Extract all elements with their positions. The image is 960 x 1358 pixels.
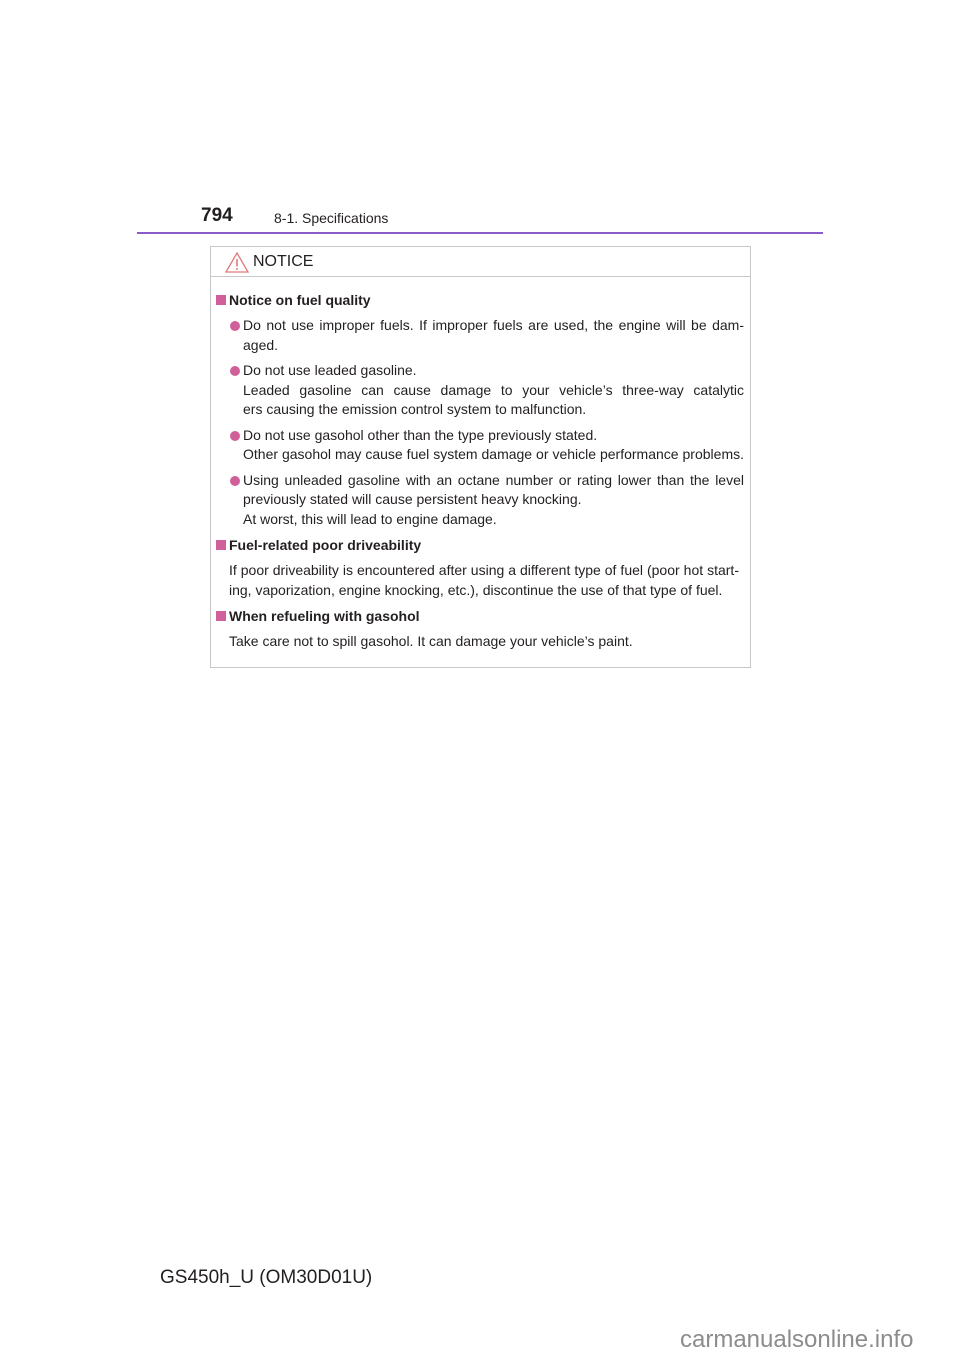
text-line: aged. [243, 336, 279, 353]
text-line: If poor driveability is encountered afte… [229, 562, 739, 578]
section-title: 8-1. Specifications [274, 210, 389, 226]
paragraph: If poor driveability is encountered afte… [211, 561, 750, 600]
text-line: At worst, this will lead to engine damag… [243, 510, 497, 527]
warning-triangle-icon [225, 252, 249, 273]
text-line: Do not use leaded gasoline. [243, 362, 417, 378]
subheading: Notice on fuel quality [211, 290, 750, 310]
text-line: ing, vaporization, engine knocking, etc.… [229, 581, 723, 598]
text-line: Do not use gasohol other than the type p… [243, 426, 598, 443]
subheading: Fuel-related poor driveability [211, 535, 750, 555]
text-line: Using unleaded gasoline with an octane n… [243, 471, 744, 488]
circle-bullet-icon [230, 475, 240, 486]
circle-bullet-icon [230, 430, 240, 441]
bullet-item: Using unleaded gasoline with an octane n… [211, 471, 750, 530]
bullet-item: Do not use leaded gasoline. Leaded gasoli… [211, 361, 750, 420]
text-line: Do not use improper fuels. If improper f… [243, 317, 744, 333]
text-line: ers causing the emission control system … [243, 401, 587, 417]
text-line: Leaded gasoline can cause damage to your… [243, 381, 744, 398]
subheading-text: Notice on fuel quality [229, 292, 371, 308]
text-line: Take care not to spill gasohol. It can d… [229, 633, 633, 649]
bullet-item: Do not use improper fuels. If improper f… [211, 316, 750, 355]
notice-header: NOTICE [211, 247, 750, 277]
footer-model-code: GS450h_U (OM30D01U) [160, 1267, 373, 1288]
paragraph: Take care not to spill gasohol. It can d… [211, 632, 750, 652]
header-divider [137, 232, 823, 234]
circle-bullet-icon [230, 366, 240, 376]
watermark: carmanualsonline.info [680, 1326, 914, 1353]
square-bullet-icon [216, 611, 226, 621]
notice-title: NOTICE [253, 253, 314, 270]
notice-content: Notice on fuel quality Do not use imprope… [211, 290, 750, 658]
bullet-item: Do not use gasohol other than the type p… [211, 426, 750, 465]
square-bullet-icon [216, 540, 226, 550]
circle-bullet-icon [230, 321, 240, 331]
page-number: 794 [201, 205, 233, 226]
text-line: Other gasohol may cause fuel system dama… [243, 446, 744, 462]
subheading-text: Fuel-related poor driveability [229, 537, 422, 553]
text-line: previously stated will cause persistent … [243, 491, 582, 507]
notice-box: NOTICE Notice on fuel quality Do not use … [210, 246, 751, 668]
subheading: When refueling with gasohol [211, 606, 750, 626]
subheading-text: When refueling with gasohol [229, 608, 420, 624]
square-bullet-icon [216, 295, 226, 305]
